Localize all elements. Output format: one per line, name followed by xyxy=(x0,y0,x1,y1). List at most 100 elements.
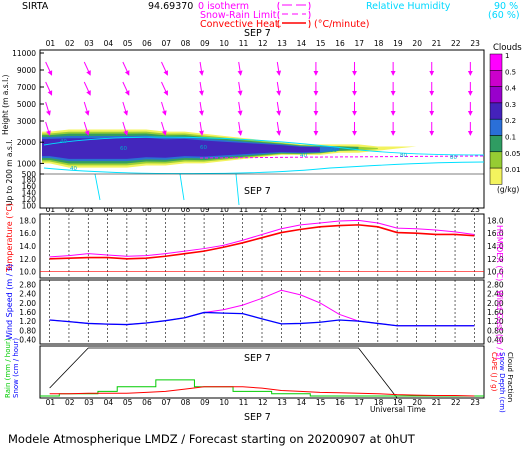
wind-arrow xyxy=(122,101,129,116)
cloud-legend-swatch xyxy=(489,118,503,136)
hour-label-12: 12 xyxy=(258,398,268,407)
cloud-y-tick: 11000 xyxy=(12,49,36,58)
legend-isotherm-swatch xyxy=(277,1,311,11)
hour-label-07: 07 xyxy=(161,398,171,407)
hour-label-02: 02 xyxy=(65,205,75,214)
hour-label-01: 01 xyxy=(46,205,56,214)
precip-panel: SEP 7 Rain (mm / hour) Snow (cm / hour) … xyxy=(4,338,514,423)
humidex-y-tick: 12.0 xyxy=(487,255,504,264)
wind-arrow xyxy=(83,81,91,96)
temp-y-tick: 12.0 xyxy=(19,255,36,264)
humidex-y-tick: 18.0 xyxy=(487,216,504,225)
rh-contour-label: 40 xyxy=(70,166,77,172)
hour-label-12: 12 xyxy=(258,205,268,214)
cloud-y-tick-lower: 160 xyxy=(22,182,37,191)
legend-rh-90: 90 % xyxy=(494,1,518,12)
hour-label-15: 15 xyxy=(316,39,326,48)
cloud-y-tick: 7000 xyxy=(17,83,36,92)
hour-label-09: 09 xyxy=(200,205,210,214)
hour-label-16: 16 xyxy=(335,39,345,48)
wind-y-tick: 1.20 xyxy=(19,317,36,326)
hour-label-19: 19 xyxy=(393,398,403,407)
wind-arrow xyxy=(198,81,204,96)
legend-rh-label: Relative Humidity xyxy=(366,1,451,12)
wind-arrow xyxy=(198,121,204,136)
hour-label-23: 23 xyxy=(470,205,480,214)
cloud-band-4 xyxy=(42,137,320,159)
wind-arrow xyxy=(276,101,282,116)
legend-rh-60: (60 %) xyxy=(488,10,520,21)
hour-label-16: 16 xyxy=(335,398,345,407)
hour-label-04: 04 xyxy=(104,398,114,407)
humidex-line xyxy=(49,219,475,258)
hour-label-02: 02 xyxy=(65,398,75,407)
hour-labels-top: 01 02 03 04 05 06 07 08 09 10 11 12 13 14 15 16 17 18 19 20… xyxy=(46,39,480,48)
hour-label-10: 10 xyxy=(219,398,229,407)
hour-label-22: 22 xyxy=(451,398,461,407)
cloud-legend-value: 0.2 xyxy=(505,117,516,125)
hour-label-14: 14 xyxy=(297,205,307,214)
rh-contour-lower xyxy=(43,161,485,175)
cloud-legend-swatch xyxy=(489,102,503,120)
wind-arrow xyxy=(161,101,167,116)
hour-label-10: 10 xyxy=(219,39,229,48)
hour-label-08: 08 xyxy=(181,398,191,407)
wind-y-tick: 2.00 xyxy=(19,299,36,308)
wind-panel: 2.80 2.802.40 2.402.00 2.001.60 1.601.20 1.20… xyxy=(5,264,504,360)
legend-snow-rain-swatch xyxy=(277,10,311,20)
hour-label-05: 05 xyxy=(123,39,133,48)
hour-label-09: 09 xyxy=(200,39,210,48)
wind-y-axis-label: Wind Speed (m / s) xyxy=(5,264,14,340)
wind-arrow xyxy=(161,121,167,136)
temp-y-tick: 18.0 xyxy=(19,216,36,225)
hour-label-05: 05 xyxy=(123,205,133,214)
cloud-y-tick-lower: 140 xyxy=(22,189,37,198)
wind-arrow xyxy=(198,101,204,116)
cloud-legend-value: 0.4 xyxy=(505,85,517,93)
cloud-legend-unit: (g/kg) xyxy=(497,185,519,194)
humidex-y-tick: 10.0 xyxy=(487,268,504,277)
wind-arrow xyxy=(161,81,169,96)
wind-arrow xyxy=(276,61,282,76)
cloud-legend-value: 0.05 xyxy=(505,150,521,158)
hour-label-23: 23 xyxy=(470,39,480,48)
hour-label-12: 12 xyxy=(258,39,268,48)
hour-label-18: 18 xyxy=(374,205,384,214)
wind-arrow xyxy=(122,81,130,96)
legend-convective-swatch xyxy=(277,19,311,29)
cape-y-axis-label: CAPE (J / g) xyxy=(490,352,498,392)
gust-y-tick: 0.40 xyxy=(487,335,504,344)
hour-label-06: 06 xyxy=(142,39,152,48)
station-coords: 94.69370 xyxy=(148,1,193,12)
wind-arrow xyxy=(83,101,90,116)
hour-label-21: 21 xyxy=(432,398,442,407)
wind-arrow xyxy=(161,61,169,76)
hour-label-03: 03 xyxy=(84,398,94,407)
gust-y-tick: 2.80 xyxy=(487,281,504,290)
wind-arrow xyxy=(198,61,204,76)
wind-y-tick: 0.80 xyxy=(19,326,36,335)
header: SIRTA 94.69370 0 isotherm Snow-Rain Limi… xyxy=(22,1,520,30)
wind-grid xyxy=(49,280,475,344)
wind-y-tick: 1.60 xyxy=(19,308,36,317)
hour-label-07: 07 xyxy=(161,205,171,214)
cloud-legend-swatch xyxy=(489,151,503,169)
cloud-fraction-y-axis-label: Cloud Fraction xyxy=(506,352,514,402)
temperature-line xyxy=(49,224,475,260)
wind-arrow xyxy=(276,121,282,136)
cape-line xyxy=(49,386,475,397)
cloud-y-tick: 2000 xyxy=(17,138,36,147)
hour-label-13: 13 xyxy=(277,39,287,48)
hour-label-11: 11 xyxy=(239,205,249,214)
wind-y-tick: 2.40 xyxy=(19,290,36,299)
x-axis-label: Universal Time xyxy=(370,405,426,414)
hour-label-02: 02 xyxy=(65,39,75,48)
cloud-legend-swatch xyxy=(489,53,503,71)
hour-label-04: 04 xyxy=(104,205,114,214)
cloud-y-tick: 1000 xyxy=(17,159,36,168)
hour-label-03: 03 xyxy=(84,39,94,48)
wind-arrow xyxy=(276,81,282,96)
rain-y-axis-label: Rain (mm / hour) xyxy=(4,338,12,398)
cloud-legend-value: 0.5 xyxy=(505,68,516,76)
cloud-legend: Clouds 1 0.5 0.4 0.3 0.2 0.1 0.05 0.01 (g/kg) xyxy=(489,43,522,194)
